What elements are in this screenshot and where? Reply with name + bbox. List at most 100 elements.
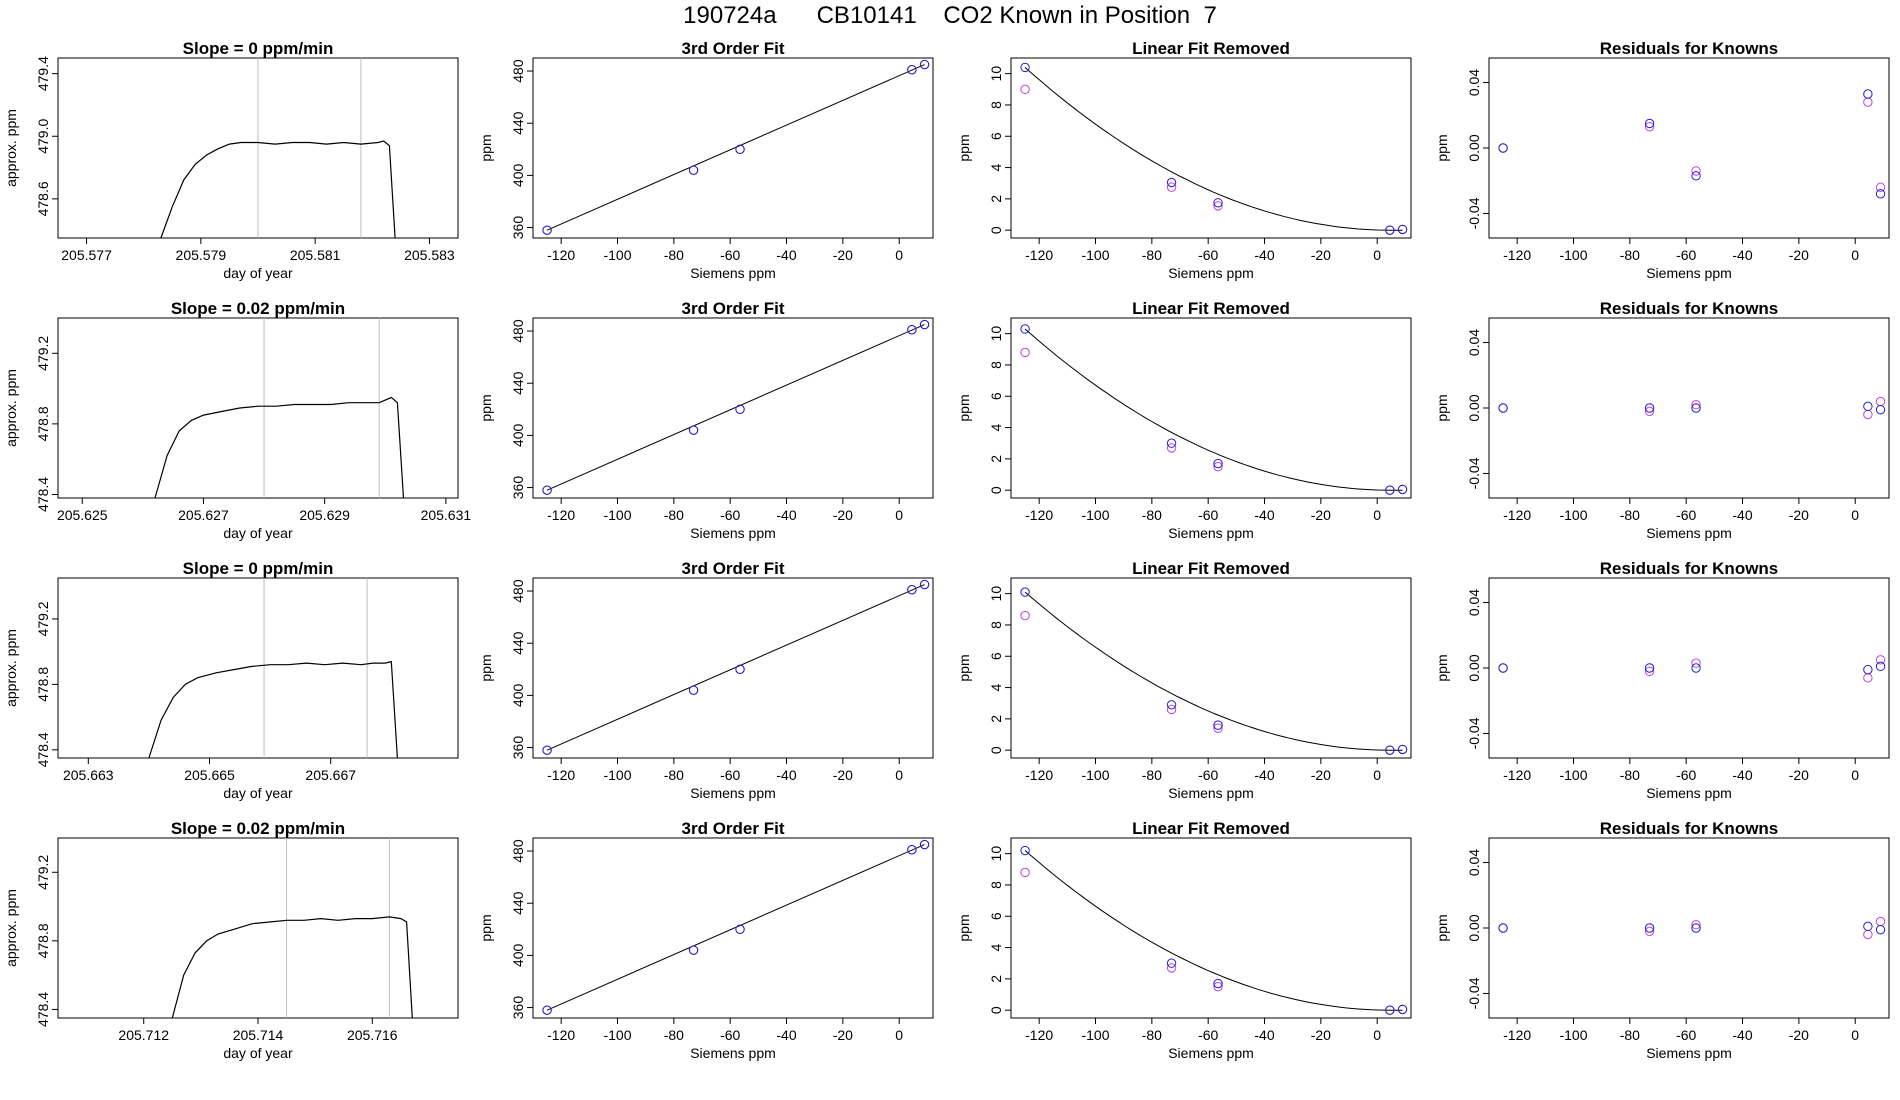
x-tick-label: 205.663 [63, 767, 114, 783]
x-tick-label: -120 [547, 247, 575, 263]
y-tick-label: 10 [988, 326, 1004, 342]
known-point [1213, 978, 1223, 989]
y-tick-label: 8 [988, 621, 1004, 629]
known-point [919, 839, 930, 850]
known-point [1020, 587, 1030, 597]
y-axis-label: ppm [1434, 394, 1450, 421]
measured-point [1863, 673, 1873, 683]
known-point [1166, 177, 1177, 188]
plot-frame [1010, 57, 1412, 239]
x-tick-label: -120 [547, 507, 575, 523]
known-point [1166, 958, 1177, 968]
x-tick-label: -120 [547, 767, 575, 783]
x-tick-label: -100 [603, 767, 631, 783]
y-axis-label: ppm [956, 134, 972, 161]
measured-point [1020, 347, 1030, 358]
x-axis-label: day of year [223, 265, 293, 281]
x-tick-label: -20 [1311, 767, 1331, 783]
known-point [1875, 404, 1886, 415]
x-tick-label: -60 [1198, 1027, 1218, 1043]
x-tick-label: 0 [1373, 247, 1381, 263]
x-tick-label: -120 [1503, 507, 1531, 523]
x-tick-label: -100 [1559, 247, 1587, 263]
x-tick-label: -80 [664, 507, 684, 523]
known-point [919, 59, 930, 70]
y-tick-label: 480 [510, 579, 526, 603]
y-axis-label: ppm [956, 914, 972, 941]
measured-point [1644, 926, 1655, 936]
measured-point [1166, 963, 1177, 973]
x-tick-label: -60 [1198, 247, 1218, 263]
linear-removed-panel: -120 -100 -80 -60 -40 -20 0 0 2 4 6 8 10 Linear Fit R… [956, 299, 1412, 541]
known-point [1691, 663, 1701, 673]
x-tick-label: -80 [1620, 767, 1640, 783]
known-point [688, 685, 699, 695]
measured-point [1644, 666, 1655, 676]
known-point [1644, 923, 1655, 933]
known-point [1863, 921, 1873, 932]
x-tick-label: -40 [1732, 767, 1752, 783]
known-point [1020, 324, 1030, 334]
y-tick-label: 0.04 [1466, 589, 1482, 616]
y-tick-label: 2 [988, 195, 1004, 203]
known-point [735, 404, 745, 415]
residuals-panel: -120 -100 -80 -60 -40 -20 0 -0.04 0.00 0.04 Residu… [1434, 39, 1890, 281]
x-tick-label: -100 [603, 507, 631, 523]
x-tick-label: -40 [1732, 1027, 1752, 1043]
panel-title: 3rd Order Fit [682, 39, 785, 58]
panel-title: Linear Fit Removed [1132, 39, 1290, 58]
x-tick-label: -80 [664, 1027, 684, 1043]
x-tick-label: -120 [1025, 507, 1053, 523]
x-tick-label: 0 [895, 767, 903, 783]
y-tick-label: 0.04 [1466, 849, 1482, 876]
x-tick-label: -120 [547, 1027, 575, 1043]
y-tick-label: 360 [510, 476, 526, 500]
plot-frame [1488, 577, 1890, 759]
known-point [1691, 403, 1701, 413]
known-point [1691, 923, 1701, 933]
linear-removed-panel: -120 -100 -80 -60 -40 -20 0 0 2 4 6 8 10 Linear Fit R… [956, 39, 1412, 281]
known-point [907, 65, 917, 75]
x-tick-label: 0 [1851, 767, 1859, 783]
y-axis-label: approx. ppm [3, 889, 19, 967]
x-tick-label: -60 [1198, 507, 1218, 523]
x-tick-label: -120 [1025, 1027, 1053, 1043]
known-point [907, 845, 917, 855]
x-tick-label: -40 [1254, 247, 1274, 263]
y-axis-label: ppm [956, 394, 972, 421]
panel-title: Slope = 0 ppm/min [183, 39, 334, 58]
measured-point [1213, 461, 1223, 472]
y-tick-label: 440 [510, 111, 526, 135]
x-tick-label: 205.631 [421, 507, 472, 523]
y-tick-label: 10 [988, 66, 1004, 82]
x-tick-label: -80 [1142, 1027, 1162, 1043]
y-axis-label: ppm [478, 394, 494, 421]
x-tick-label: -120 [1025, 247, 1053, 263]
y-tick-label: 479.2 [35, 855, 51, 890]
measured-point [1213, 981, 1223, 992]
known-point [1213, 720, 1223, 730]
known-point [542, 1005, 552, 1015]
plot-frame [57, 577, 459, 759]
known-point [1875, 661, 1886, 672]
known-point [907, 585, 917, 595]
x-tick-label: 205.577 [61, 247, 112, 263]
y-tick-label: 0.00 [1466, 134, 1482, 161]
x-tick-label: 0 [1851, 247, 1859, 263]
known-point [1385, 1005, 1395, 1015]
x-tick-label: 205.627 [178, 507, 229, 523]
y-tick-label: 440 [510, 631, 526, 655]
x-tick-label: 0 [895, 247, 903, 263]
x-tick-label: -40 [776, 247, 796, 263]
y-tick-label: 6 [988, 912, 1004, 920]
x-tick-label: -60 [720, 1027, 740, 1043]
y-tick-label: 0.00 [1466, 394, 1482, 421]
x-tick-label: -60 [1198, 767, 1218, 783]
measured-point [1020, 610, 1030, 621]
panel-title: 3rd Order Fit [682, 559, 785, 578]
known-point [1875, 924, 1886, 935]
y-axis-label: ppm [478, 914, 494, 941]
measured-point [1644, 122, 1655, 132]
panel-title: Residuals for Knowns [1600, 299, 1779, 318]
panel-title: Slope = 0.02 ppm/min [171, 299, 345, 318]
